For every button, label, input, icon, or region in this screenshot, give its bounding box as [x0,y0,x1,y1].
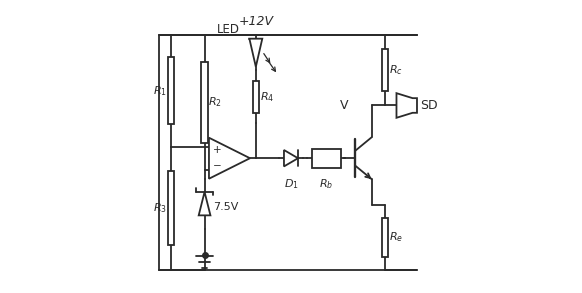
Text: −: − [212,161,221,171]
Polygon shape [396,93,417,118]
Text: $R_e$: $R_e$ [389,230,403,244]
Polygon shape [198,192,211,215]
Polygon shape [250,39,262,67]
Polygon shape [209,138,250,179]
Bar [253,81,259,113]
Text: $R_c$: $R_c$ [389,63,403,77]
Text: $R_1$: $R_1$ [152,84,166,98]
Text: $R_3$: $R_3$ [152,201,166,215]
Text: $R_4$: $R_4$ [260,90,275,104]
Text: 7.5V: 7.5V [214,202,239,212]
Text: $D_1$: $D_1$ [283,177,299,191]
Text: $R_2$: $R_2$ [208,96,222,110]
Bar [312,149,340,168]
Polygon shape [284,150,298,166]
Bar [201,62,208,143]
Bar [168,171,174,245]
Text: LED: LED [217,23,240,36]
Text: V: V [339,99,348,112]
Bar [382,49,388,91]
Text: +: + [212,145,221,155]
Bar [382,218,388,257]
Text: SD: SD [420,99,438,112]
Bar [168,57,174,124]
Text: $R_b$: $R_b$ [319,177,333,191]
Text: +12V: +12V [239,15,274,28]
